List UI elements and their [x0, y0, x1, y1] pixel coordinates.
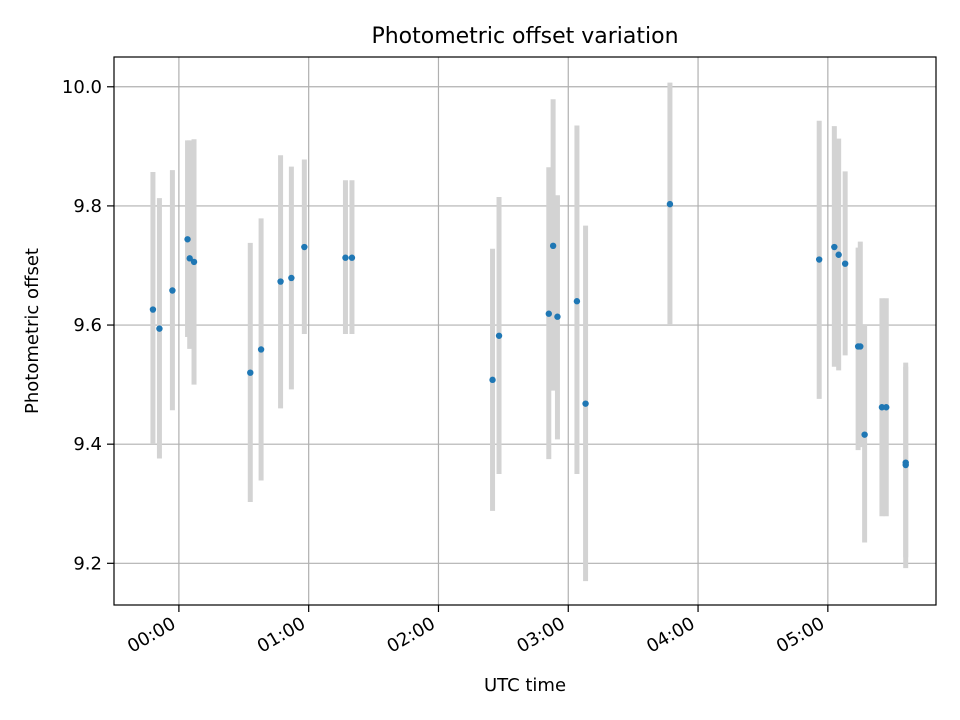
data-point: [549, 242, 557, 250]
data-points: [149, 200, 909, 469]
y-axis-label: Photometric offset: [22, 248, 43, 414]
data-point: [554, 313, 561, 320]
plot-frame: [113, 56, 937, 606]
data-point: [857, 343, 864, 350]
data-point: [277, 278, 284, 285]
data-point: [495, 332, 503, 339]
data-point: [288, 274, 295, 282]
data-point: [861, 431, 868, 438]
x-axis-label: UTC time: [484, 675, 566, 696]
data-point: [666, 200, 674, 208]
data-point: [489, 376, 496, 384]
data-point: [186, 255, 193, 262]
y-tick-label: 10.0: [62, 77, 102, 98]
y-tick-label: 9.2: [73, 553, 102, 574]
data-point: [184, 236, 191, 243]
data-point: [835, 251, 842, 258]
data-point: [149, 306, 157, 313]
y-tick-label: 9.6: [73, 315, 102, 336]
data-point: [545, 310, 552, 317]
data-point: [902, 461, 909, 469]
data-point: [573, 298, 581, 305]
data-point: [582, 400, 589, 407]
data-point: [156, 325, 163, 332]
data-point: [831, 243, 838, 251]
data-point: [190, 258, 198, 266]
data-point: [815, 256, 823, 263]
data-point: [348, 254, 356, 261]
data-point: [257, 346, 265, 353]
data-point: [342, 254, 349, 261]
y-tick-label: 9.4: [73, 434, 102, 455]
grid: [114, 57, 936, 605]
data-point: [841, 260, 849, 267]
data-point: [301, 243, 308, 251]
data-point: [169, 287, 176, 294]
data-point: [883, 404, 890, 411]
chart-title: Photometric offset variation: [371, 24, 678, 49]
y-tick-label: 9.8: [73, 196, 102, 217]
y-axis-ticks: 9.2 9.4 9.6 9.8 10.0: [62, 77, 114, 574]
data-point: [247, 369, 254, 376]
